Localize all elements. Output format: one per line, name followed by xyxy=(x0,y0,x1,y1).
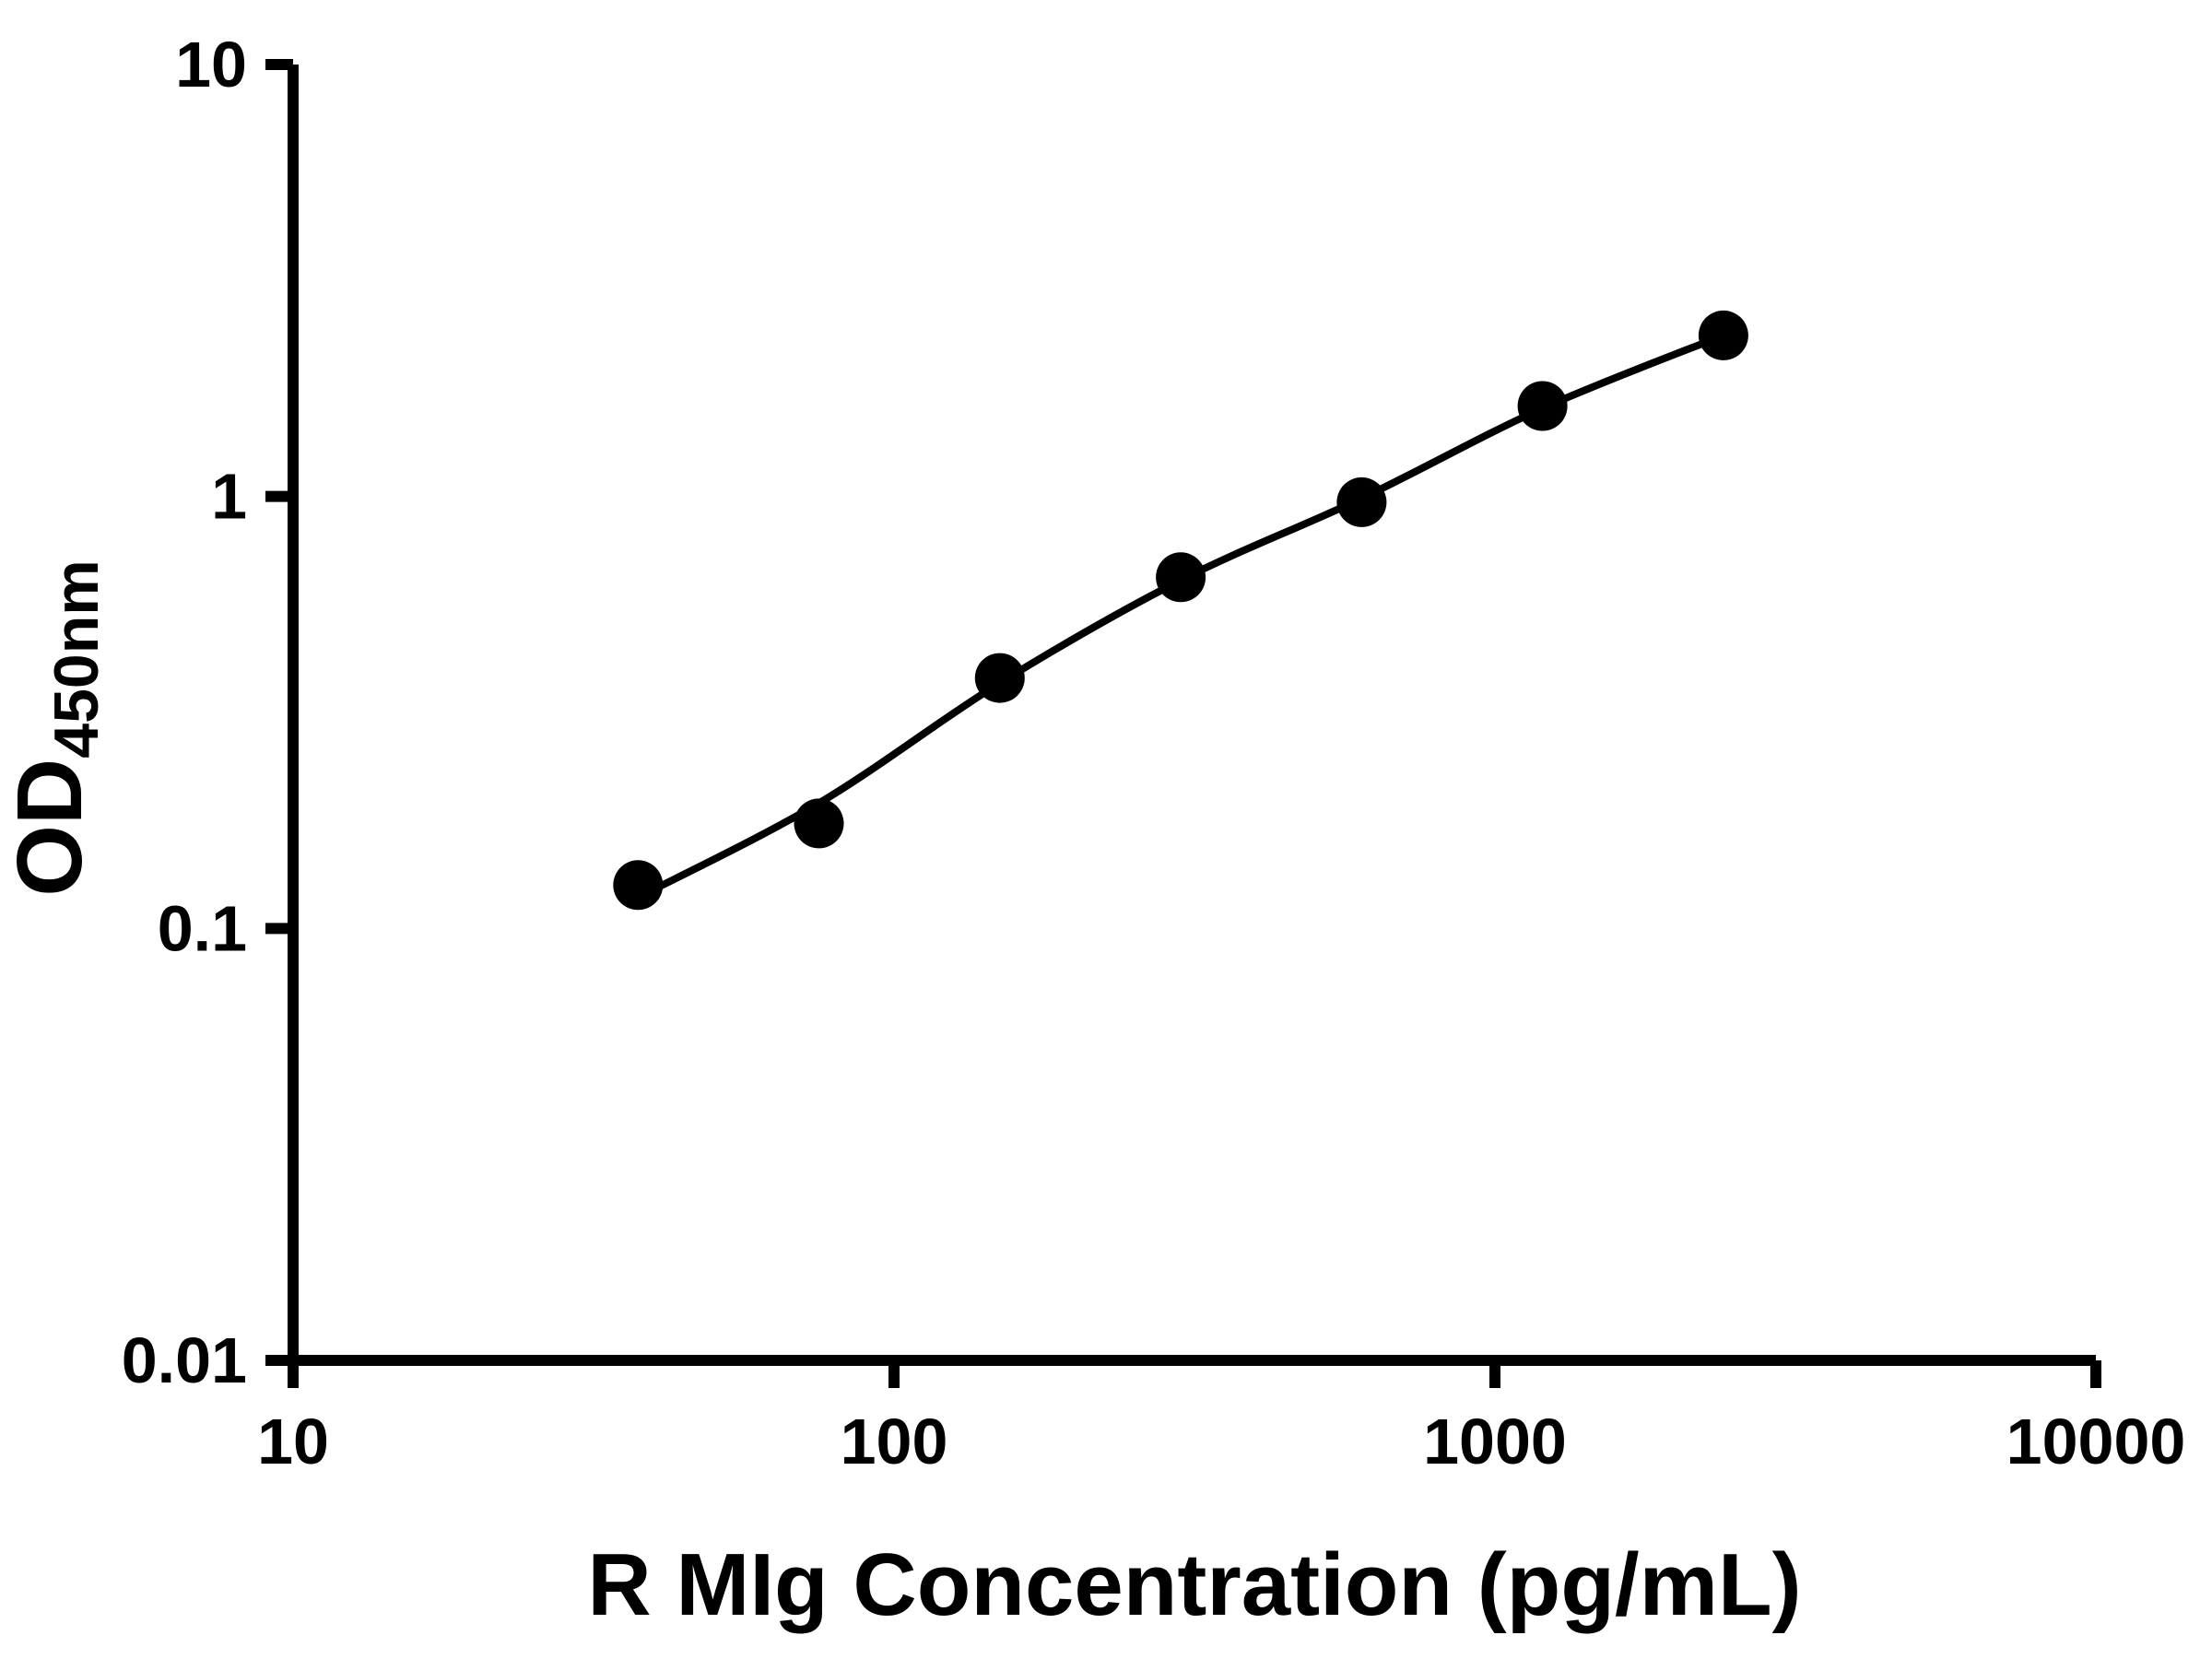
data-point-marker xyxy=(1698,310,1748,360)
y-tick-label: 0.01 xyxy=(122,1324,247,1396)
data-point-marker xyxy=(1156,552,1206,603)
x-tick-label: 10000 xyxy=(2006,1406,2186,1477)
x-tick-label: 1000 xyxy=(1423,1406,1567,1477)
y-tick-label: 10 xyxy=(175,29,247,100)
data-points xyxy=(613,310,1748,911)
tick-labels: 10 100 1000 10000 0.01 0.1 1 10 xyxy=(122,29,2186,1477)
axes xyxy=(265,59,2101,1388)
data-point-marker xyxy=(1517,381,1568,431)
data-point-marker xyxy=(794,798,844,849)
x-tick-label: 10 xyxy=(257,1406,329,1477)
y-axis-title-sub: 450nm xyxy=(41,559,112,758)
axis-spines xyxy=(288,65,2096,1366)
y-tick-label: 1 xyxy=(211,461,247,533)
y-axis-title: OD450nm xyxy=(0,559,112,896)
y-axis-title-main: OD xyxy=(0,759,101,897)
x-tick-label: 100 xyxy=(841,1406,948,1477)
x-axis-title: R MIg Concentration (pg/mL) xyxy=(587,1535,1801,1634)
data-point-marker xyxy=(613,860,664,911)
y-tick-label: 0.1 xyxy=(158,892,247,964)
data-point-marker xyxy=(974,653,1025,703)
data-point-marker xyxy=(1336,477,1387,527)
